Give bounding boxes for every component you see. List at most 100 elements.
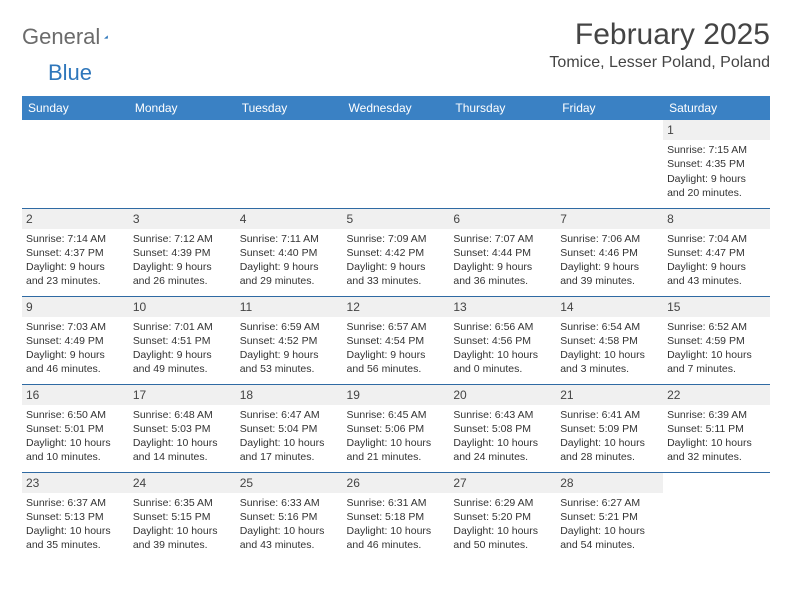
sunset-text: Sunset: 4:37 PM <box>26 246 125 260</box>
sunrise-text: Sunrise: 6:41 AM <box>560 408 659 422</box>
brand-word-2: Blue <box>48 60 92 86</box>
sunset-text: Sunset: 5:04 PM <box>240 422 339 436</box>
sunset-text: Sunset: 5:06 PM <box>347 422 446 436</box>
day-number: 13 <box>449 297 556 317</box>
calendar-day-cell: 2Sunrise: 7:14 AMSunset: 4:37 PMDaylight… <box>22 208 129 296</box>
calendar-day-cell: . <box>556 120 663 208</box>
sunset-text: Sunset: 4:40 PM <box>240 246 339 260</box>
sunrise-text: Sunrise: 7:03 AM <box>26 320 125 334</box>
sunrise-text: Sunrise: 6:57 AM <box>347 320 446 334</box>
daylight-text: Daylight: 9 hours and 33 minutes. <box>347 260 446 288</box>
sunset-text: Sunset: 5:09 PM <box>560 422 659 436</box>
sunrise-text: Sunrise: 6:29 AM <box>453 496 552 510</box>
calendar-day-cell: 22Sunrise: 6:39 AMSunset: 5:11 PMDayligh… <box>663 384 770 472</box>
daylight-text: Daylight: 10 hours and 21 minutes. <box>347 436 446 464</box>
sunset-text: Sunset: 4:58 PM <box>560 334 659 348</box>
month-title: February 2025 <box>549 18 770 52</box>
sunrise-text: Sunrise: 7:12 AM <box>133 232 232 246</box>
weekday-header: Saturday <box>663 96 770 120</box>
sunset-text: Sunset: 4:47 PM <box>667 246 766 260</box>
calendar-day-cell: 20 Sunrise: 6:43 AMSunset: 5:08 PMDayligh… <box>449 384 556 472</box>
sunrise-text: Sunrise: 7:15 AM <box>667 143 766 157</box>
calendar-day-cell: 12Sunrise: 6:57 AMSunset: 4:54 PMDayligh… <box>343 296 450 384</box>
sunset-text: Sunset: 5:15 PM <box>133 510 232 524</box>
calendar-day-cell: 8Sunrise: 7:04 AMSunset: 4:47 PMDaylight… <box>663 208 770 296</box>
sunrise-text: Sunrise: 6:39 AM <box>667 408 766 422</box>
sunset-text: Sunset: 4:59 PM <box>667 334 766 348</box>
calendar-day-cell: 4Sunrise: 7:11 AMSunset: 4:40 PMDaylight… <box>236 208 343 296</box>
calendar-day-cell: 5Sunrise: 7:09 AMSunset: 4:42 PMDaylight… <box>343 208 450 296</box>
daylight-text: Daylight: 10 hours and 3 minutes. <box>560 348 659 376</box>
daylight-text: Daylight: 10 hours and 24 minutes. <box>453 436 552 464</box>
sunrise-text: Sunrise: 6:47 AM <box>240 408 339 422</box>
sunset-text: Sunset: 5:08 PM <box>453 422 552 436</box>
calendar-week-row: 2 Sunrise: 7:14 AMSunset: 4:37 PM Daylight… <box>22 208 770 296</box>
weekday-header: Wednesday <box>343 96 450 120</box>
sunrise-text: Sunrise: 6:45 AM <box>347 408 446 422</box>
sunrise-text: Sunrise: 6:48 AM <box>133 408 232 422</box>
calendar-day-cell: 9Sunrise: 7:03 AMSunset: 4:49 PMDaylight… <box>22 296 129 384</box>
calendar-week-row: 9Sunrise: 7:03 AMSunset: 4:49 PMDaylight… <box>22 296 770 384</box>
day-number: 7 <box>556 209 663 229</box>
weekday-header: Friday <box>556 96 663 120</box>
calendar-day-cell: 11Sunrise: 6:59 AMSunset: 4:52 PMDayligh… <box>236 296 343 384</box>
day-number: 24 <box>129 473 236 493</box>
calendar-day-cell: 25Sunrise: 6:33 AMSunset: 5:16 PMDayligh… <box>236 472 343 560</box>
sunset-text: Sunset: 4:52 PM <box>240 334 339 348</box>
sunset-text: Sunset: 5:16 PM <box>240 510 339 524</box>
calendar-week-row: ......1Sunrise: 7:15 AMSunset: 4:35 PMDa… <box>22 120 770 208</box>
calendar-day-cell: . <box>663 472 770 560</box>
calendar-day-cell: 3Sunrise: 7:12 AMSunset: 4:39 PMDaylight… <box>129 208 236 296</box>
day-number: 2 <box>22 209 129 229</box>
day-number: 14 <box>556 297 663 317</box>
day-number: 8 <box>663 209 770 229</box>
daylight-text: Daylight: 9 hours and 26 minutes. <box>133 260 232 288</box>
sunrise-text: Sunrise: 6:43 AM <box>453 408 552 422</box>
weekday-header: Sunday <box>22 96 129 120</box>
day-number: 5 <box>343 209 450 229</box>
calendar-day-cell: 15Sunrise: 6:52 AMSunset: 4:59 PMDayligh… <box>663 296 770 384</box>
calendar-day-cell: 24 Sunrise: 6:35 AMSunset: 5:15 PMDayligh… <box>129 472 236 560</box>
sunrise-text: Sunrise: 7:14 AM <box>26 232 125 246</box>
calendar-day-cell: . <box>449 120 556 208</box>
daylight-text: Daylight: 9 hours and 39 minutes. <box>560 260 659 288</box>
sunrise-text: Sunrise: 6:35 AM <box>133 496 232 510</box>
sunset-text: Sunset: 5:13 PM <box>26 510 125 524</box>
day-number: 16 <box>22 385 129 405</box>
sunset-text: Sunset: 4:44 PM <box>453 246 552 260</box>
day-number: 19 <box>343 385 450 405</box>
brand-triangle-icon <box>104 28 108 46</box>
day-number: 20 <box>449 385 556 405</box>
sunrise-text: Sunrise: 7:01 AM <box>133 320 232 334</box>
calendar-day-cell: . <box>129 120 236 208</box>
day-number: 12 <box>343 297 450 317</box>
daylight-text: Daylight: 10 hours and 54 minutes. <box>560 524 659 552</box>
daylight-text: Daylight: 10 hours and 39 minutes. <box>133 524 232 552</box>
calendar-day-cell: . <box>22 120 129 208</box>
calendar-day-cell: 28Sunrise: 6:27 AMSunset: 5:21 PMDayligh… <box>556 472 663 560</box>
day-number: 17 <box>129 385 236 405</box>
calendar-day-cell: 19 Sunrise: 6:45 AMSunset: 5:06 PMDayligh… <box>343 384 450 472</box>
brand-logo: General <box>22 18 126 50</box>
day-number: 1 <box>663 120 770 140</box>
sunset-text: Sunset: 4:46 PM <box>560 246 659 260</box>
sunset-text: Sunset: 5:21 PM <box>560 510 659 524</box>
day-number: 27 <box>449 473 556 493</box>
calendar-day-cell: 16Sunrise: 6:50 AMSunset: 5:01 PMDayligh… <box>22 384 129 472</box>
sunset-text: Sunset: 5:03 PM <box>133 422 232 436</box>
daylight-text: Daylight: 10 hours and 43 minutes. <box>240 524 339 552</box>
sunset-text: Sunset: 4:42 PM <box>347 246 446 260</box>
calendar-day-cell: 18Sunrise: 6:47 AMSunset: 5:04 PMDayligh… <box>236 384 343 472</box>
calendar-day-cell: 13Sunrise: 6:56 AMSunset: 4:56 PMDayligh… <box>449 296 556 384</box>
daylight-text: Daylight: 10 hours and 50 minutes. <box>453 524 552 552</box>
weekday-header: Thursday <box>449 96 556 120</box>
weekday-header-row: SundayMondayTuesdayWednesdayThursdayFrid… <box>22 96 770 120</box>
daylight-text: Daylight: 9 hours and 49 minutes. <box>133 348 232 376</box>
day-number: 4 <box>236 209 343 229</box>
day-number: 3 <box>129 209 236 229</box>
calendar-day-cell: 10Sunrise: 7:01 AMSunset: 4:51 PMDayligh… <box>129 296 236 384</box>
daylight-text: Daylight: 10 hours and 28 minutes. <box>560 436 659 464</box>
calendar-day-cell: 14Sunrise: 6:54 AMSunset: 4:58 PMDayligh… <box>556 296 663 384</box>
calendar-day-cell: 26Sunrise: 6:31 AMSunset: 5:18 PMDayligh… <box>343 472 450 560</box>
sunrise-text: Sunrise: 6:31 AM <box>347 496 446 510</box>
